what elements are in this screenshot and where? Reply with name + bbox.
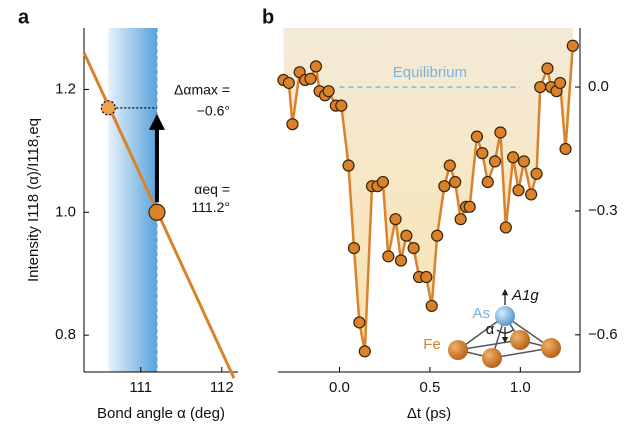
y-tick-label: −0.6 [588, 326, 618, 343]
data-point [420, 270, 433, 284]
data-point [425, 299, 438, 313]
data-point [506, 151, 520, 164]
data-point [286, 118, 299, 131]
y-tick-label: 1.0 [55, 203, 76, 220]
data-point [541, 62, 554, 75]
data-point [304, 72, 317, 85]
data-point [400, 229, 413, 242]
fe-atom [510, 330, 530, 350]
eq-point [148, 203, 166, 221]
y-tick-label: −0.3 [588, 202, 618, 219]
max-point [100, 100, 116, 116]
data-point [566, 39, 579, 52]
panel-label: b [262, 6, 274, 28]
data-point [376, 175, 389, 189]
data-point [525, 188, 538, 201]
data-point [454, 213, 467, 226]
fe-atom [482, 348, 502, 368]
data-point [358, 345, 371, 358]
data-point [407, 242, 420, 255]
annotation: 111.2° [191, 199, 230, 215]
data-point [470, 130, 484, 143]
reference-label: Equilibrium [393, 64, 467, 81]
data-point [335, 99, 348, 112]
annotation: Δαmax = [174, 82, 230, 98]
x-tick-label: 1.0 [510, 379, 531, 396]
data-point [449, 175, 462, 189]
data-point [389, 213, 402, 226]
data-point [463, 200, 476, 213]
data-point [443, 159, 456, 172]
x-axis-label: Bond angle α (deg) [97, 405, 225, 422]
data-point [554, 76, 567, 90]
x-tick-label: 111 [129, 379, 152, 396]
data-point [347, 242, 361, 255]
y-tick-label: 0.8 [55, 326, 76, 343]
data-point [309, 60, 323, 73]
data-point [534, 80, 547, 94]
y-axis-label: Intensity I118 (α)/I118,eq [25, 118, 42, 282]
panel-label: a [18, 6, 30, 28]
x-tick-label: 112 [210, 379, 234, 396]
data-point [512, 184, 525, 197]
mode-label: A1g [511, 287, 539, 304]
x-tick-label: 0.0 [329, 379, 350, 396]
y-tick-label: 0.0 [588, 78, 609, 95]
data-point [322, 85, 335, 98]
y-tick-label: 1.2 [55, 80, 76, 97]
data-point [494, 126, 507, 139]
data-point [476, 147, 489, 160]
annotation: αeq = [194, 181, 230, 197]
angle-label: α [486, 321, 495, 338]
data-point [517, 155, 531, 168]
annotation: −0.6° [197, 103, 230, 119]
data-point [431, 229, 444, 242]
fe-plane [457, 339, 552, 359]
data-point [382, 250, 395, 263]
x-tick-label: 0.5 [419, 379, 440, 396]
data-point [282, 76, 295, 90]
data-point [559, 142, 572, 156]
data-point [488, 155, 502, 168]
data-point [438, 180, 451, 193]
shaded-band [108, 28, 157, 372]
fe-atom [541, 338, 561, 358]
x-axis-label: Δt (ps) [407, 405, 451, 422]
fe-atom [448, 340, 468, 360]
data-point [394, 254, 408, 267]
data-point [353, 316, 366, 329]
data-point [530, 167, 543, 180]
atom-label: Fe [423, 336, 441, 353]
atom-label: As [472, 305, 490, 322]
as-atom [495, 306, 515, 326]
data-point [342, 159, 355, 172]
data-point [481, 175, 494, 189]
data-point [499, 221, 512, 234]
